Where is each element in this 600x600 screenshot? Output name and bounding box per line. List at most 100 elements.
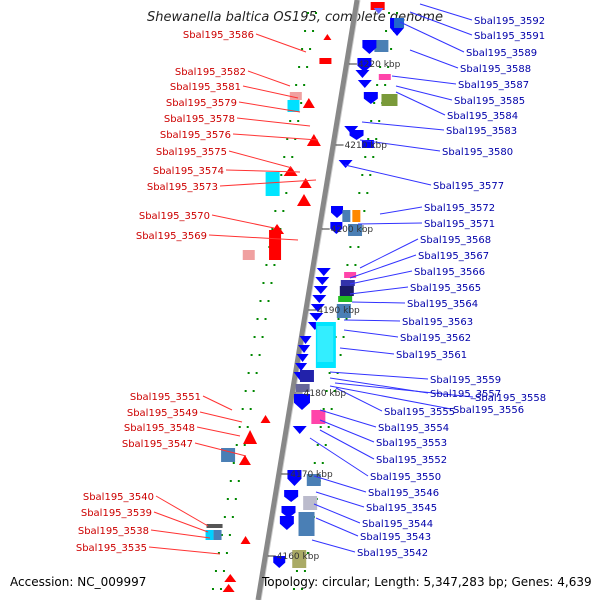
gene-arrow xyxy=(309,313,324,321)
tick-dot xyxy=(243,444,246,446)
tick-dot xyxy=(327,426,330,428)
leader-line xyxy=(315,517,359,537)
backbone-line xyxy=(255,0,360,600)
tick-dot xyxy=(303,570,306,572)
gene-arrow xyxy=(295,363,308,371)
tick-dot xyxy=(384,84,387,86)
gene-arrow xyxy=(323,34,332,40)
leader-line xyxy=(329,385,452,410)
gene-label-forward: Sbal195_3553 xyxy=(376,438,447,449)
scale-label: 4200 kbp xyxy=(331,225,374,235)
gene-arrow xyxy=(281,506,296,518)
gene-arrow xyxy=(299,178,312,188)
tick-dot xyxy=(322,408,325,410)
gene-label-forward: Sbal195_3572 xyxy=(424,203,495,214)
gene-label-forward: Sbal195_3565 xyxy=(410,283,481,294)
gene-block xyxy=(311,410,326,424)
tick-dot xyxy=(280,174,283,176)
gene-label-forward: Sbal195_3557 xyxy=(430,389,501,400)
gene-label-reverse: Sbal195_3549 xyxy=(127,408,198,419)
gene-arrow xyxy=(310,304,325,312)
leader-line xyxy=(361,121,445,131)
gene-label-forward: Sbal195_3571 xyxy=(424,219,495,230)
tick-dot xyxy=(229,480,232,482)
gene-arrow xyxy=(357,80,372,88)
gene-label-reverse: Sbal195_3535 xyxy=(76,543,147,554)
tick-dot xyxy=(255,372,258,374)
leader-line xyxy=(150,529,211,539)
leader-line xyxy=(219,179,317,187)
tick-dot xyxy=(375,138,378,140)
label-leaders xyxy=(148,3,474,555)
gene-arrow xyxy=(238,455,251,465)
tick-dot xyxy=(285,192,288,194)
tick-dot xyxy=(283,156,286,158)
tick-dot xyxy=(297,120,300,122)
gene-label-forward: Sbal195_3542 xyxy=(357,548,428,559)
gene-arrow xyxy=(296,354,309,362)
gene-block xyxy=(339,286,354,296)
gene-label-reverse: Sbal195_3569 xyxy=(136,231,207,242)
leader-line xyxy=(196,426,241,437)
leader-line xyxy=(359,238,419,269)
tick-dot xyxy=(319,426,322,428)
tick-dot xyxy=(337,318,340,320)
tick-dot xyxy=(247,372,250,374)
scale-label: 4210 kbp xyxy=(345,141,388,151)
tick-dot xyxy=(267,300,270,302)
tick-dot xyxy=(303,84,306,86)
leader-line xyxy=(319,419,375,443)
gene-label-reverse: Sbal195_3574 xyxy=(153,166,224,177)
gene-arrow xyxy=(273,556,286,568)
tick-dot xyxy=(274,210,277,212)
tick-dot xyxy=(312,30,315,32)
tick-dot xyxy=(366,192,369,194)
leader-line xyxy=(228,150,293,169)
gene-arrow xyxy=(363,92,378,104)
tick-dot xyxy=(324,444,327,446)
gene-label-forward: Sbal195_3543 xyxy=(360,532,431,543)
tick-dot xyxy=(330,408,333,410)
tick-dot xyxy=(270,282,273,284)
gene-label-forward: Sbal195_3591 xyxy=(474,31,545,42)
gene-label-reverse: Sbal195_3586 xyxy=(183,30,254,41)
tick-dot xyxy=(300,588,303,590)
gene-label-forward: Sbal195_3544 xyxy=(362,519,433,530)
gene-label-forward: Sbal195_3568 xyxy=(420,235,491,246)
gene-block xyxy=(299,370,314,382)
leader-line xyxy=(202,395,233,411)
tick-dot xyxy=(364,156,367,158)
gene-arrow xyxy=(299,336,312,344)
leader-line xyxy=(153,511,209,533)
leader-line xyxy=(419,3,473,21)
tick-dot xyxy=(313,462,316,464)
leader-line xyxy=(211,214,275,229)
tick-dot xyxy=(378,120,381,122)
gene-label-reverse: Sbal195_3573 xyxy=(147,182,218,193)
tick-dot xyxy=(261,336,264,338)
gene-block xyxy=(206,524,223,528)
tick-dot xyxy=(241,408,244,410)
tick-dot xyxy=(217,552,220,554)
tick-dot xyxy=(339,354,342,356)
leader-line xyxy=(313,503,361,524)
gene-block xyxy=(340,280,355,286)
tick-dot xyxy=(237,480,240,482)
tick-dot xyxy=(231,516,234,518)
gene-arrow xyxy=(298,345,311,353)
tick-dot xyxy=(346,264,349,266)
gene-block xyxy=(213,530,222,540)
gene-arrow xyxy=(240,536,251,544)
tick-dot xyxy=(289,120,292,122)
tick-dot xyxy=(235,444,238,446)
gene-block xyxy=(295,384,310,392)
gene-label-forward: Sbal195_3587 xyxy=(458,80,529,91)
gene-label-forward: Sbal195_3577 xyxy=(433,181,504,192)
gene-block xyxy=(265,172,280,196)
gene-label-forward: Sbal195_3567 xyxy=(418,251,489,262)
leader-line xyxy=(238,101,301,113)
scale-label: 4180 kbp xyxy=(304,389,347,399)
tick-dot xyxy=(222,570,225,572)
gene-arrow xyxy=(270,224,285,234)
